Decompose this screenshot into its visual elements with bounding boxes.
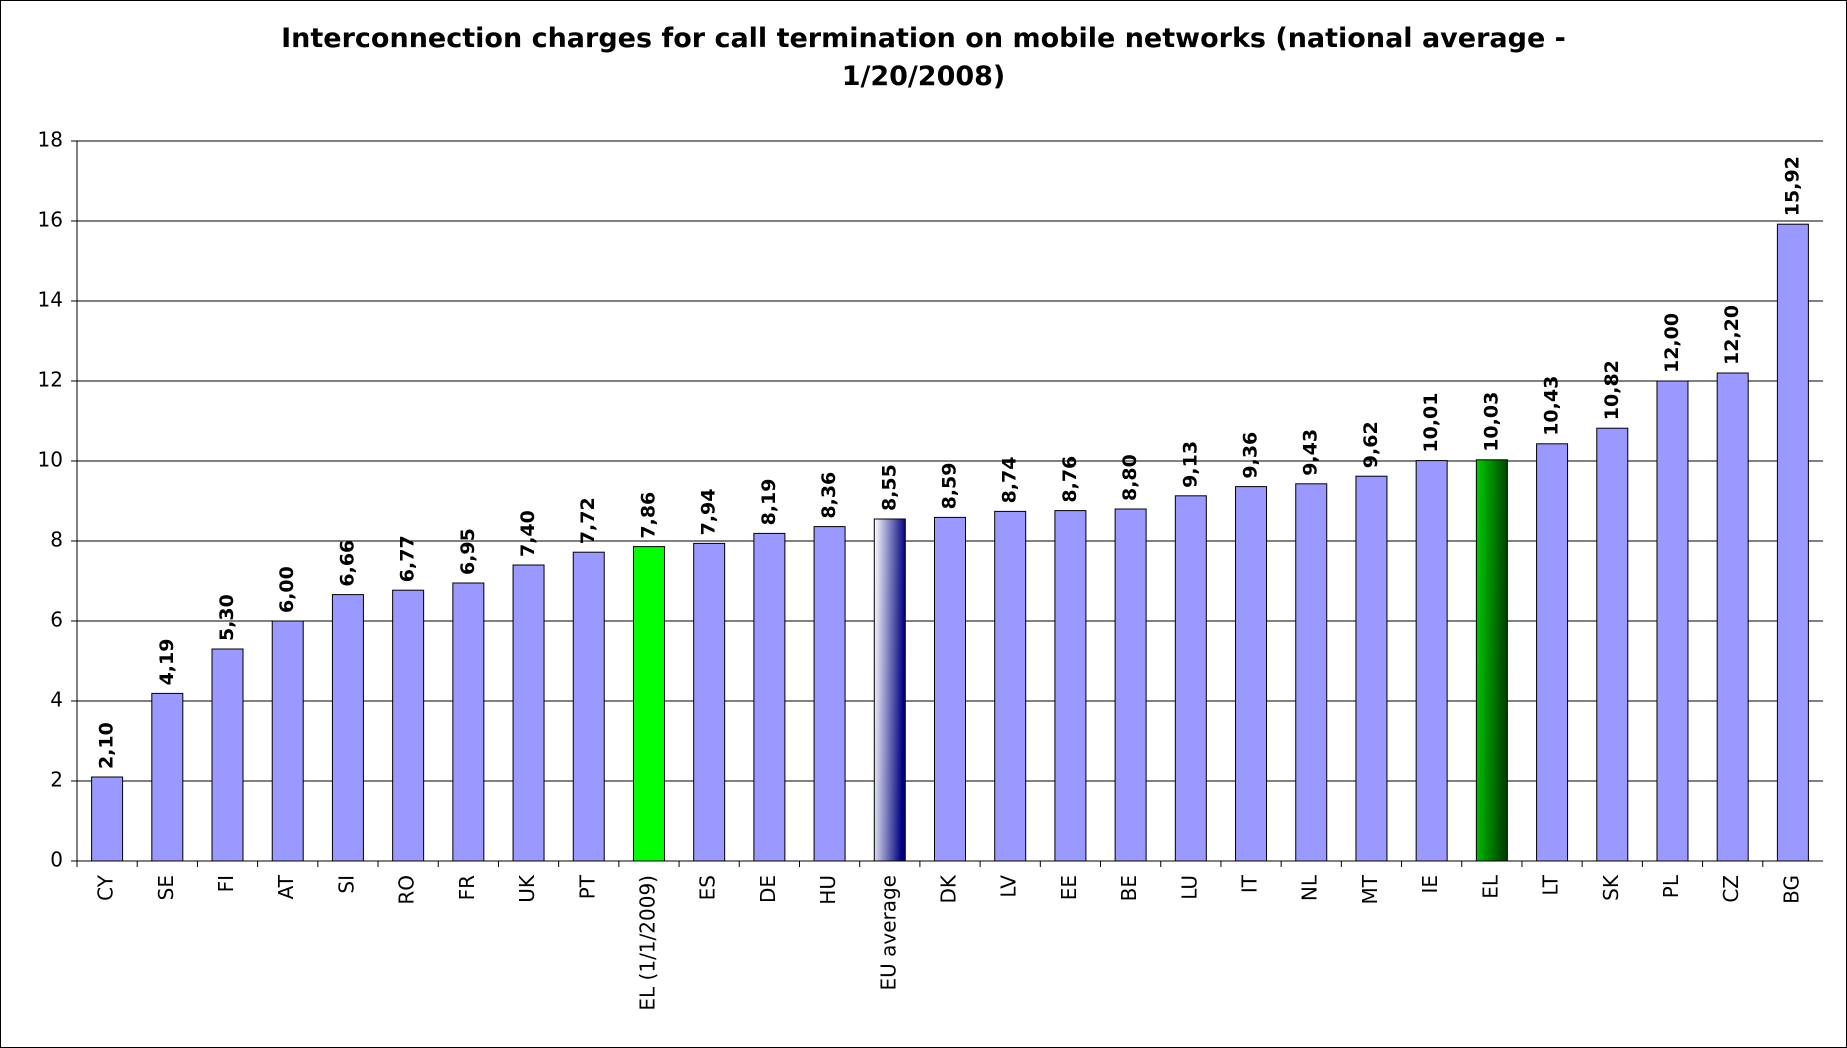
y-tick-label: 16 [38,208,63,232]
x-tick-label: LU [1177,875,1201,900]
x-tick-label: UK [515,874,539,903]
x-tick-label: RO [395,875,419,905]
bar [1415,460,1448,862]
x-tick-label: PT [575,874,599,899]
value-label: 7,86 [637,492,659,539]
bar [91,776,124,862]
y-tick-label: 10 [38,448,63,472]
y-tick-label: 14 [38,288,63,312]
y-tick-label: 12 [38,368,63,392]
bar [392,589,425,862]
value-label: 8,80 [1119,454,1141,501]
x-tick-label: MT [1358,874,1382,904]
value-label: 7,40 [517,510,539,557]
value-label: 5,30 [216,594,238,641]
value-label: 12,00 [1661,313,1683,373]
value-label: 10,03 [1480,392,1502,452]
x-tick-label: CY [94,874,118,901]
chart-title: Interconnection charges for call termina… [281,23,1566,92]
x-tick-label: LV [997,875,1021,898]
y-tick-label: 18 [38,128,63,152]
bar [1174,495,1207,862]
bar [271,620,304,862]
x-tick-label: BG [1779,875,1803,904]
value-label: 7,94 [698,489,720,536]
bar [994,510,1027,862]
x-tick-label: IE [1418,875,1442,894]
bar [1776,223,1809,862]
value-label: 6,00 [276,566,298,613]
bar [1475,459,1508,862]
bar [1536,443,1569,862]
x-tick-label: BE [1117,875,1141,901]
x-tick-label: SI [334,875,358,894]
value-label: 9,13 [1179,441,1201,488]
x-tick-label: ES [696,875,720,900]
bar [753,532,786,862]
x-tick-label: EL [1478,874,1502,899]
x-tick-label: FI [214,875,238,892]
value-label: 10,01 [1420,392,1442,452]
x-tick-label: HU [816,875,840,905]
x-tick-label: SK [1599,874,1623,901]
y-tick-label: 4 [50,688,63,712]
x-tick-label: DE [756,875,780,903]
bar [934,516,966,862]
x-tick-label: AT [274,874,298,899]
x-tick-label: LT [1539,874,1563,895]
value-label: 6,95 [457,528,479,575]
bar [1114,508,1147,862]
bar [632,546,665,862]
bar [1295,483,1328,862]
value-label: 8,55 [878,464,900,511]
x-tick-label: NL [1298,874,1322,901]
value-label: 6,66 [336,540,358,587]
value-label: 9,36 [1240,432,1262,479]
value-label: 9,62 [1360,421,1382,468]
bar [1656,380,1689,862]
bar [331,594,364,862]
value-label: 8,76 [1059,456,1081,503]
x-tick-label: DK [937,874,961,903]
value-label: 8,36 [818,472,840,519]
value-label: 12,20 [1721,305,1743,365]
x-tick-label: SE [154,875,178,900]
y-tick-label: 6 [50,608,63,632]
bar [1596,427,1629,862]
value-label: 7,72 [577,497,599,544]
value-label: 4,19 [156,639,178,686]
x-tick-label: EL (1/1/2009) [635,875,659,1011]
y-tick-label: 0 [50,848,63,872]
value-label: 6,77 [397,535,419,582]
bar [1716,372,1749,862]
value-label: 9,43 [1300,429,1322,476]
x-tick-label: CZ [1719,875,1743,903]
bar [1355,475,1388,862]
x-tick-label: IT [1238,874,1262,893]
x-tick-label: EU average [876,875,900,991]
bar [512,564,545,862]
bar [151,692,184,862]
bar [1235,486,1268,862]
y-tick-label: 2 [50,768,63,792]
x-tick-label: EE [1057,875,1081,900]
bar [873,518,906,862]
bar [211,648,244,862]
value-label: 15,92 [1781,156,1803,216]
bar [693,542,726,862]
bar [452,582,485,862]
value-label: 10,43 [1541,376,1563,436]
bar [1054,510,1087,862]
value-label: 10,82 [1601,360,1623,420]
value-label: 8,19 [758,479,780,526]
value-label: 8,74 [999,457,1021,504]
y-tick-label: 8 [50,528,63,552]
value-label: 2,10 [96,722,118,769]
bar [572,551,605,862]
x-tick-label: PL [1659,874,1683,898]
x-tick-label: FR [455,875,479,901]
bar [813,526,846,862]
value-label: 8,59 [939,463,961,510]
